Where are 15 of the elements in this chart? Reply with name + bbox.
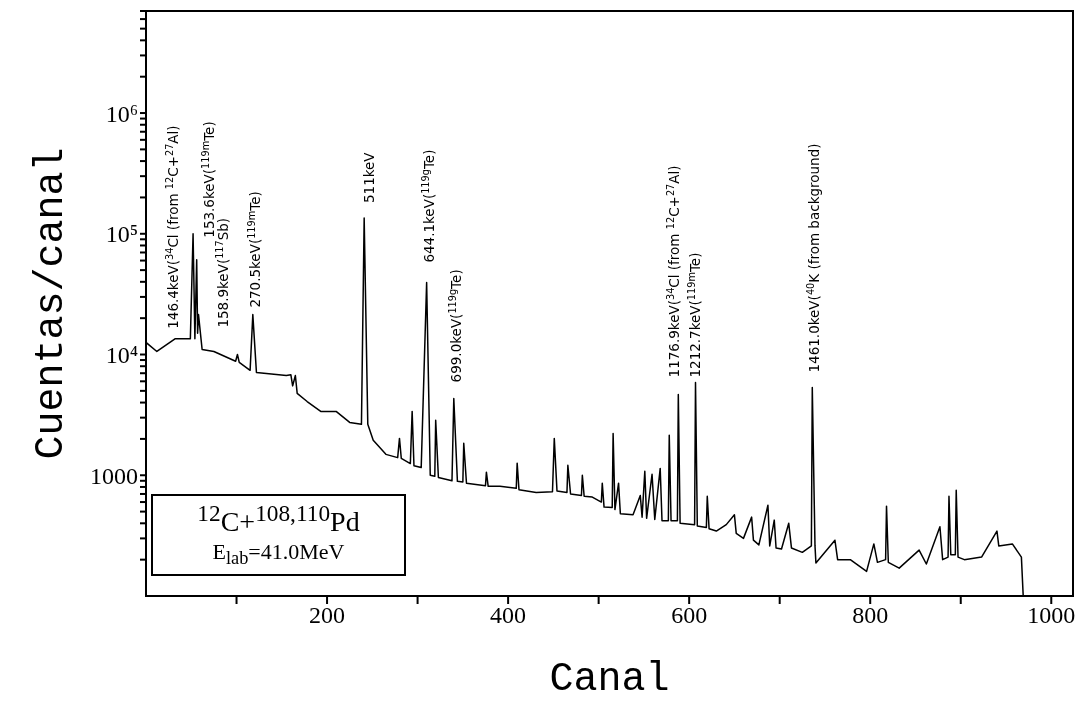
annotation: E$_{lab}$=41.0MeV bbox=[211, 538, 346, 571]
x-tick-label: 600 bbox=[671, 602, 708, 629]
text-box: $^{12}$C+$^{108,110}$Pd E$_{lab}$=41.0MeV bbox=[151, 494, 406, 576]
x-axis-title: Canal bbox=[549, 657, 670, 702]
y-tick-label: 10⁵ bbox=[105, 221, 138, 248]
y-tick-label: 10⁴ bbox=[105, 342, 138, 369]
y-axis-title: Cuentas/canal bbox=[29, 147, 74, 460]
annotation: $^{12}$C+$^{108,110}$Pd bbox=[196, 499, 361, 539]
annotation: 511keV bbox=[361, 151, 378, 204]
x-tick-label: 400 bbox=[490, 602, 527, 629]
y-tick-label: 10⁶ bbox=[105, 100, 138, 127]
x-tick-label: 800 bbox=[852, 602, 889, 629]
x-tick-label: 1000 bbox=[1027, 602, 1076, 629]
x-tick-label: 200 bbox=[309, 602, 346, 629]
y-tick-label: 1000 bbox=[90, 462, 138, 489]
